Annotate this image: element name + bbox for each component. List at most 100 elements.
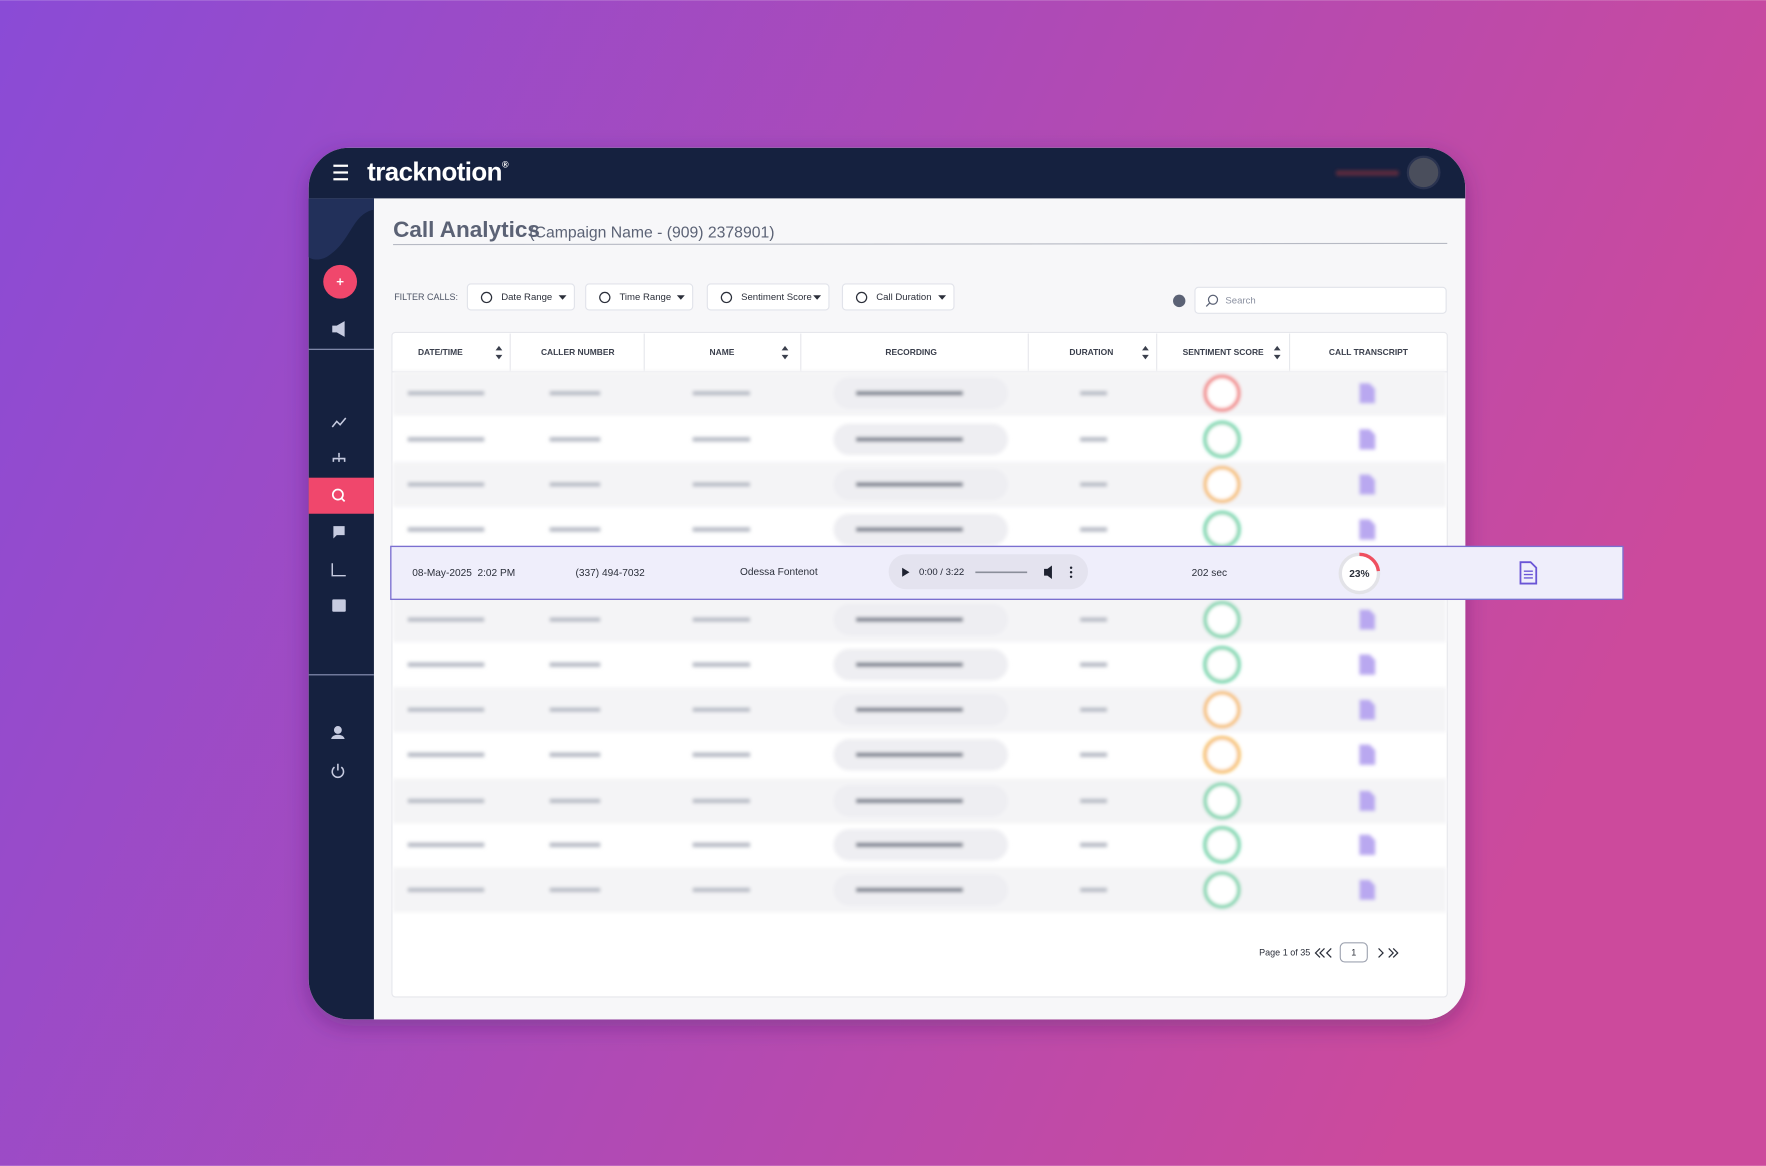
overlay: 08-May-2025 2:02 PM (337) 494-7032 Odessa … [390, 545, 1624, 601]
placeholder [407, 437, 485, 442]
doc-icon [1359, 790, 1376, 812]
placeholder [1080, 798, 1108, 804]
chart-icon[interactable] [331, 563, 346, 577]
user-icon-body [331, 734, 345, 739]
placeholder [549, 617, 601, 622]
placeholder [855, 617, 963, 622]
logo-text: tracknotion [367, 158, 502, 186]
next-page[interactable] [1378, 948, 1384, 958]
ring [1203, 601, 1241, 639]
filter-box [585, 283, 694, 311]
placeholder [549, 798, 601, 804]
placeholder [407, 390, 485, 396]
avatar[interactable] [1406, 155, 1441, 190]
placeholder [549, 390, 601, 396]
column-header: CALLER NUMBER [541, 347, 615, 357]
doc-icon [1359, 744, 1376, 765]
placeholder [549, 662, 601, 667]
blurred-rows [393, 370, 1447, 913]
doc-icon [1359, 834, 1376, 855]
placeholder [692, 842, 751, 848]
placeholder [855, 482, 963, 487]
title-rule [393, 242, 1448, 246]
ring [1203, 374, 1241, 412]
filter-icon [855, 291, 868, 304]
audio-player[interactable]: 0:00 / 3:22 [888, 554, 1088, 590]
search-box[interactable]: Search [1194, 286, 1447, 314]
placeholder [407, 527, 485, 532]
filter-button[interactable]: Call Duration [841, 283, 955, 311]
placeholder [1080, 707, 1108, 712]
search-placeholder: Search [1225, 295, 1255, 306]
filter-box [706, 283, 830, 311]
filter-text: Call Duration [876, 292, 931, 303]
sort-icon[interactable] [1142, 345, 1149, 360]
placeholder [692, 752, 751, 758]
sidebar-wave [308, 198, 374, 260]
ring [1203, 691, 1241, 729]
doc-icon [1359, 429, 1376, 450]
placeholder [855, 798, 963, 804]
placeholder [692, 617, 751, 622]
filter-caret [813, 295, 822, 300]
page-input[interactable]: 1 [1339, 942, 1368, 963]
sort-icon[interactable] [1273, 345, 1281, 360]
sort-icon[interactable] [781, 345, 789, 360]
column-header: SENTIMENT SCORE [1183, 347, 1264, 357]
placeholder [407, 617, 485, 622]
help-icon[interactable] [1173, 294, 1186, 308]
placeholder [855, 390, 963, 396]
placeholder [1080, 482, 1108, 487]
menu-dot [1069, 575, 1073, 579]
chat-icon[interactable] [333, 526, 345, 539]
filter-button[interactable]: Date Range [466, 283, 575, 311]
placeholder [1080, 617, 1108, 622]
filter-button[interactable]: Sentiment Score [706, 283, 830, 311]
placeholder [692, 390, 751, 396]
placeholder [1080, 887, 1108, 893]
menu-button[interactable] [333, 164, 349, 181]
placeholder [549, 527, 601, 532]
search-nav-handle [340, 497, 346, 502]
top-bar [308, 147, 1466, 199]
transcript-button[interactable] [1519, 561, 1538, 585]
filter-icon [599, 291, 611, 304]
billing-icon[interactable] [332, 599, 346, 612]
user-icon[interactable] [333, 726, 342, 734]
power-icon[interactable] [331, 763, 345, 778]
prev-page[interactable] [1325, 948, 1332, 958]
volume-icon[interactable] [1044, 565, 1052, 580]
placeholder [692, 707, 751, 712]
active-nav[interactable] [308, 477, 374, 514]
analytics-icon[interactable] [331, 417, 347, 428]
play-icon[interactable] [902, 567, 910, 577]
placeholder [407, 752, 485, 758]
ring [1203, 420, 1241, 458]
placeholder [549, 842, 601, 848]
ring [1203, 465, 1241, 504]
placeholder [855, 887, 963, 893]
doc-icon [1359, 609, 1376, 630]
campaign-icon[interactable] [332, 321, 345, 337]
placeholder [407, 707, 485, 712]
doc-icon [1359, 519, 1376, 540]
filter-box [841, 283, 955, 311]
search-icon-handle [1205, 302, 1211, 307]
page-subtitle: (Campaign Name - (909) 2378901) [529, 224, 774, 241]
filter-box [466, 283, 575, 311]
placeholder [855, 437, 963, 442]
menu-dot [1069, 566, 1073, 570]
ring [1203, 510, 1241, 549]
doc-icon [1359, 383, 1376, 404]
hierarchy-icon[interactable] [332, 452, 346, 462]
highlighted-row[interactable]: 08-May-2025 2:02 PM (337) 494-7032 Odessa … [390, 545, 1624, 601]
sort-icon[interactable] [495, 345, 503, 360]
last-page[interactable] [1388, 948, 1399, 958]
placeholder [407, 798, 485, 804]
filter-caret [938, 295, 947, 300]
doc-icon [1519, 561, 1538, 585]
first-page[interactable] [1314, 948, 1325, 958]
filter-text: Sentiment Score [741, 292, 812, 303]
filter-button[interactable]: Time Range [585, 283, 694, 311]
